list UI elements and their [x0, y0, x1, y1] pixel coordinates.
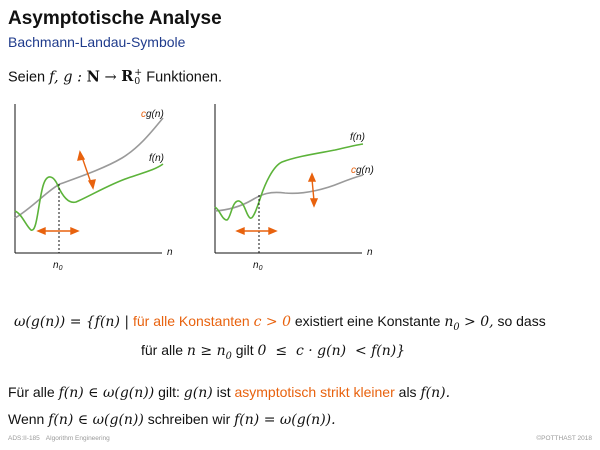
intro-reals-sub: 0 — [134, 76, 141, 88]
definition-condition: für alle Konstanten c > 0 — [132, 313, 291, 330]
label-n-axis: n — [367, 247, 373, 258]
n0-range-arrow — [36, 226, 80, 236]
label-n0: n0 — [253, 260, 263, 272]
definition-lhs: ω(g(n)) = {f(n) | — [14, 314, 130, 330]
vertical-gap-arrow — [77, 150, 96, 190]
label-cg-c: c — [141, 109, 146, 120]
intro-seien: Seien — [8, 69, 46, 86]
definition-gilt: gilt — [235, 342, 254, 358]
footer-right: ©POTTHAST 2018 — [536, 435, 592, 442]
definition-n-ge-n0: n ≥ n0 — [186, 343, 232, 362]
intro-reals-sup: + — [134, 67, 143, 78]
intro-reals: R +0 — [121, 67, 143, 88]
n0-range-arrow — [235, 226, 278, 236]
label-n-axis: n — [167, 247, 173, 258]
label-cg-rest: g(n) — [356, 165, 374, 176]
vertical-gap-arrow — [307, 172, 319, 208]
definition-exists: existiert eine Konstante — [294, 313, 441, 329]
footer-left: ADS:II-185 Algorithm Engineering — [8, 435, 110, 442]
label-f: f(n) — [149, 153, 164, 164]
slide-subtitle: Bachmann-Landau-Symbole — [8, 34, 186, 50]
label-cg: cg(n) — [351, 165, 374, 176]
definition-n0: n0 > 0, — [444, 314, 494, 333]
footer-topic: Algorithm Engineering — [45, 435, 110, 442]
statement-1: Für alle f(n) ∈ ω(g(n)) gilt: g(n) ist a… — [8, 384, 451, 401]
curve-cg — [214, 174, 364, 212]
curve-cg — [14, 117, 164, 219]
intro-sentence: Seien f, g : N → R +0 Funktionen. — [8, 68, 222, 87]
statement-1-highlight: asymptotisch strikt kleiner — [234, 384, 395, 400]
graph-left: cg(n) f(n) n n0 — [14, 104, 173, 272]
definition-so-dass: so dass — [497, 313, 546, 329]
definition-fuer-alle: für alle — [141, 342, 184, 358]
intro-suffix: Funktionen. — [146, 69, 222, 86]
slide-title: Asymptotische Analyse — [8, 8, 222, 29]
intro-naturals: N — [86, 68, 100, 86]
statement-2: Wenn f(n) ∈ ω(g(n)) schreiben wir f(n) =… — [8, 411, 336, 428]
intro-vars: f, g : — [49, 69, 87, 86]
definition-inequality: 0 ≤ c · g(n) < f(n)} — [257, 343, 406, 359]
label-cg: cg(n) — [141, 109, 164, 120]
label-n0: n0 — [53, 260, 63, 272]
definition-line-2: für alle n ≥ n0 gilt 0 ≤ c · g(n) < f(n)… — [141, 342, 406, 362]
definition-line-1: ω(g(n)) = {f(n) | für alle Konstanten c … — [14, 313, 546, 333]
intro-arrow: → — [99, 69, 122, 86]
label-cg-c: c — [351, 165, 356, 176]
label-cg-rest: g(n) — [146, 109, 164, 120]
graph-right: f(n) cg(n) n n0 — [214, 104, 374, 272]
curve-f — [214, 143, 364, 221]
curve-f — [14, 163, 164, 231]
label-f: f(n) — [350, 132, 365, 143]
footer-code: ADS:II-185 — [8, 435, 40, 442]
